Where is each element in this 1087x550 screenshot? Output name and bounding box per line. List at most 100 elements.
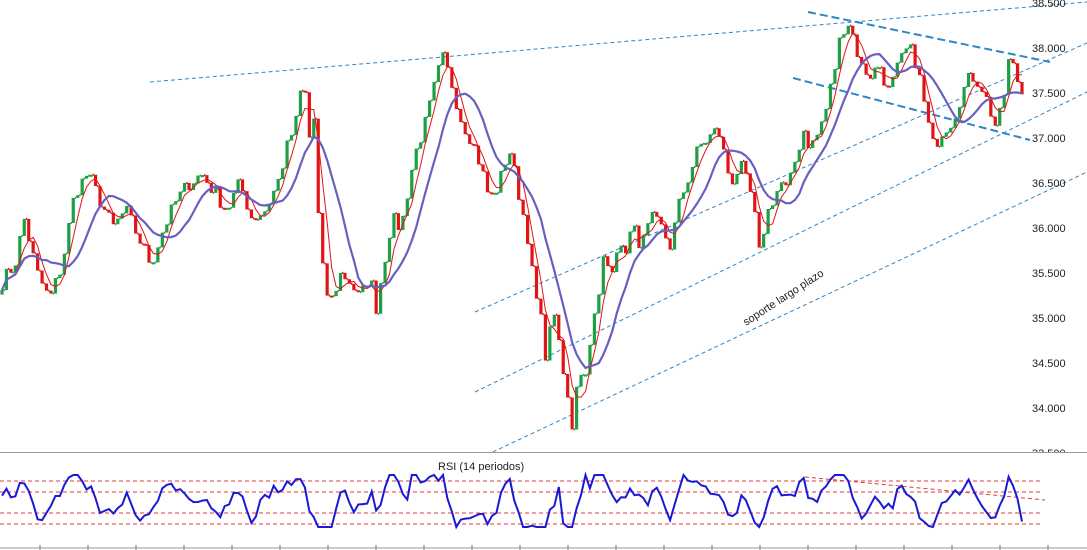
candle (142, 243, 147, 246)
candle (641, 235, 645, 248)
candle (659, 216, 663, 225)
candle (958, 107, 962, 119)
candle (183, 182, 187, 192)
candle (917, 68, 922, 76)
candle (935, 138, 939, 147)
candle (980, 86, 984, 92)
descending-line-upper (807, 11, 1051, 63)
candle (695, 146, 699, 168)
candle (80, 178, 84, 196)
candle (410, 169, 414, 199)
candle (922, 75, 926, 102)
candle (557, 314, 561, 341)
candle (330, 295, 334, 298)
candle (316, 118, 320, 214)
candle (22, 218, 26, 236)
candle (566, 374, 570, 398)
candle (405, 198, 409, 216)
candle (704, 142, 708, 145)
candle (846, 25, 850, 35)
candle (414, 148, 418, 170)
candle (632, 225, 637, 232)
candle (125, 205, 129, 214)
candle (281, 168, 285, 180)
candle (374, 280, 378, 314)
candle (387, 237, 392, 262)
candle (646, 223, 650, 236)
candle (757, 212, 761, 248)
candle (227, 207, 231, 210)
candle (303, 90, 307, 93)
y-tick-label: 34.000 (1032, 403, 1066, 415)
candle (1007, 59, 1011, 95)
y-tick-label: 37.000 (1032, 133, 1066, 145)
candle (272, 190, 276, 204)
candle (744, 160, 748, 174)
candle (240, 179, 245, 192)
candle (677, 198, 681, 223)
candle (713, 128, 717, 135)
candle (325, 263, 329, 296)
candle (811, 140, 815, 148)
candle (975, 81, 980, 87)
candle (588, 344, 592, 375)
candle (998, 107, 1002, 126)
candle (200, 175, 205, 178)
candle (383, 261, 387, 284)
candle (232, 193, 236, 208)
candle (427, 100, 432, 117)
candle (343, 272, 347, 280)
candle (1015, 63, 1020, 83)
candle (321, 213, 325, 264)
candle (174, 201, 178, 205)
candle (352, 283, 356, 291)
candle (690, 167, 694, 183)
candle (472, 143, 476, 146)
rsi-title: RSI (14 periodos) (438, 461, 524, 473)
candle (196, 175, 200, 184)
candle (361, 285, 365, 293)
candle (762, 233, 766, 248)
candle (107, 209, 111, 213)
candle (160, 232, 164, 248)
candle (592, 313, 597, 345)
candle (543, 314, 548, 361)
candle (525, 214, 530, 244)
rsi-line (1, 471, 1023, 530)
candle (396, 213, 401, 230)
y-tick-label: 36.000 (1032, 223, 1066, 235)
candle (552, 314, 556, 327)
candle (984, 91, 988, 97)
candle (570, 397, 574, 430)
candle (463, 122, 467, 135)
candle (650, 211, 654, 224)
candle (401, 215, 405, 230)
candle (530, 243, 534, 267)
candle (138, 233, 142, 244)
candle (770, 205, 775, 209)
candle (379, 283, 383, 314)
candle (120, 213, 124, 219)
candle (561, 340, 565, 375)
candle (334, 290, 338, 297)
candle (58, 274, 62, 279)
candle (721, 136, 726, 150)
candle (913, 44, 917, 69)
candle (877, 67, 882, 70)
candle (949, 127, 953, 133)
y-tick-label: 37.500 (1032, 88, 1066, 100)
candle (370, 280, 374, 286)
candle (53, 278, 58, 294)
candle (307, 92, 311, 138)
candle (1002, 94, 1006, 108)
candle (459, 109, 463, 123)
candle (98, 186, 102, 207)
candle (481, 164, 485, 172)
candle (214, 187, 218, 193)
candle (779, 182, 784, 192)
candle (1011, 59, 1015, 64)
candle (134, 215, 138, 234)
candle (681, 192, 686, 199)
candle (36, 253, 40, 271)
candle (668, 238, 672, 250)
